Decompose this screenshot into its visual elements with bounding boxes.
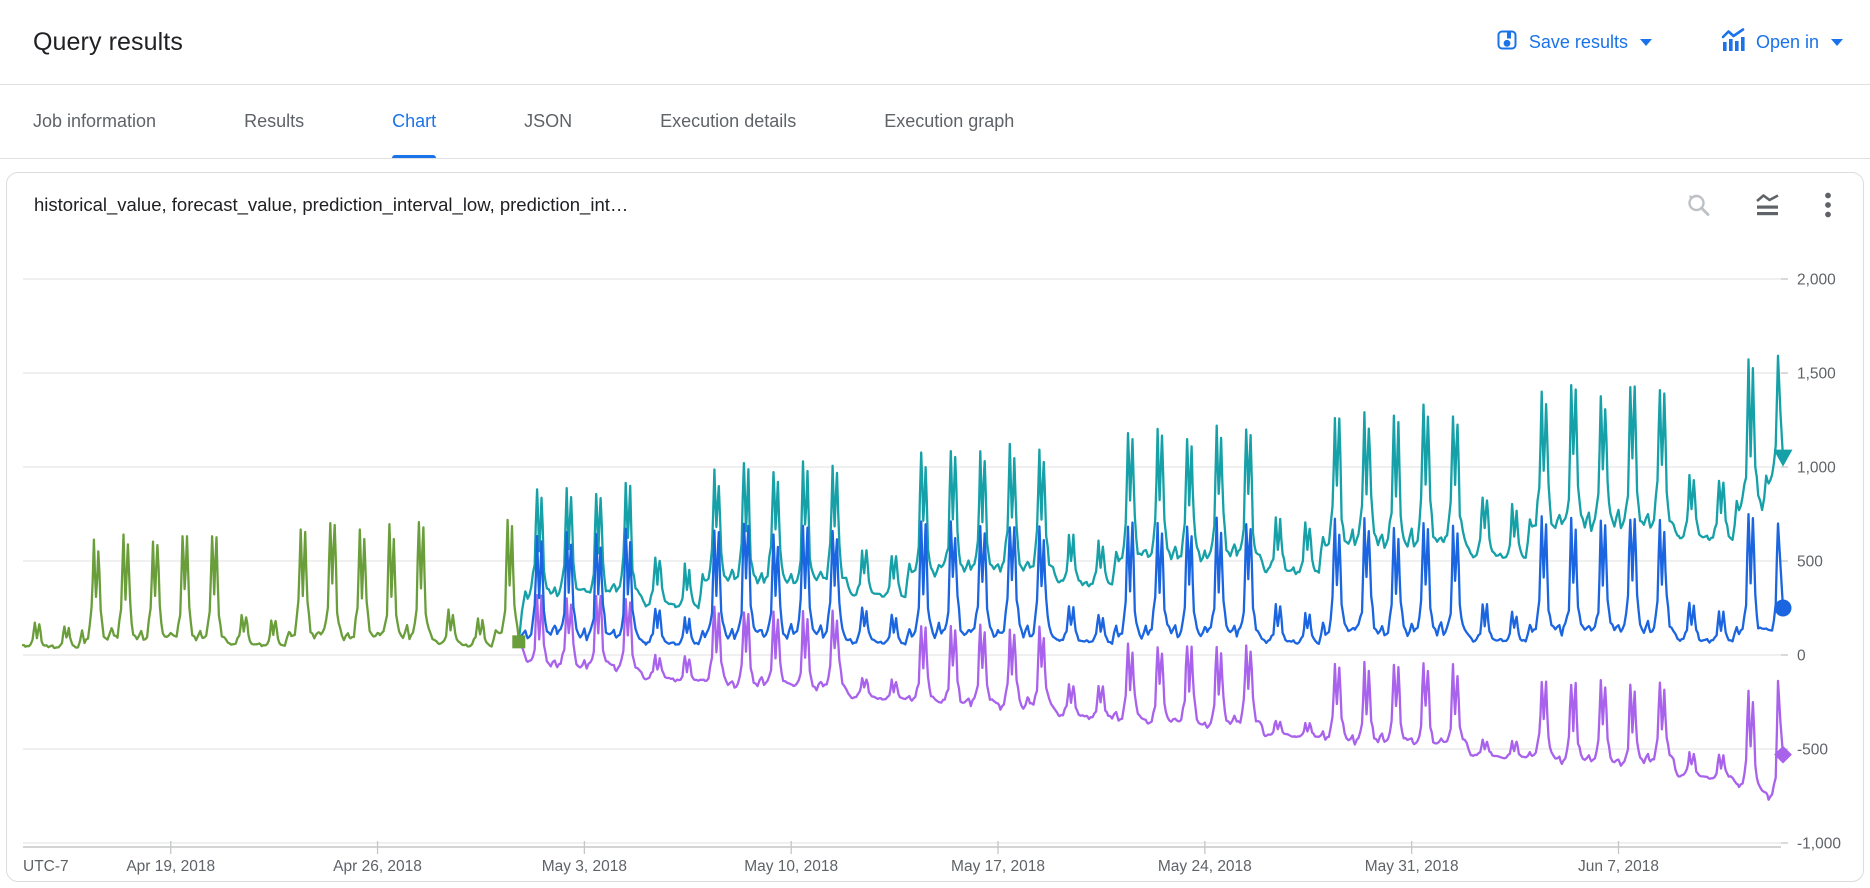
open-in-button[interactable]: Open in [1718, 23, 1845, 62]
reset-zoom-button[interactable] [1685, 192, 1712, 219]
x-axis-label: Jun 7, 2018 [1578, 858, 1659, 875]
query-results-header: Query results Save results [0, 0, 1870, 85]
y-axis-label: 500 [1797, 554, 1823, 571]
x-axis-label: May 3, 2018 [542, 858, 627, 875]
chart-bars-icon [1720, 27, 1746, 58]
tab-execution-graph[interactable]: Execution graph [884, 85, 1014, 158]
chart-card-header: historical_value, forecast_value, predic… [7, 173, 1863, 227]
y-axis-label: 1,000 [1797, 460, 1836, 477]
y-axis-label: 0 [1797, 648, 1806, 665]
x-axis-label: May 24, 2018 [1158, 858, 1252, 875]
chart-toolbar [1685, 191, 1833, 219]
timezone-label: UTC-7 [23, 858, 69, 875]
kebab-menu-icon [1823, 192, 1833, 222]
tab-json[interactable]: JSON [524, 85, 572, 158]
reset-zoom-icon [1685, 194, 1712, 222]
header-actions: Save results Open in [1493, 23, 1845, 62]
x-axis-label: Apr 19, 2018 [126, 858, 215, 875]
series-line-historical_value [21, 518, 520, 650]
save-results-caret-icon [1639, 38, 1652, 46]
open-in-caret-icon [1831, 38, 1843, 46]
marker-circle-forecast_value [1774, 599, 1792, 617]
save-results-button[interactable]: Save results [1493, 24, 1654, 61]
multiline-chart-icon [1754, 193, 1781, 222]
save-icon [1495, 28, 1519, 57]
y-axis-label: 2,000 [1797, 272, 1836, 289]
tab-job-information[interactable]: Job information [33, 85, 156, 158]
y-axis-label: -500 [1797, 742, 1828, 759]
series-line-forecast_value [517, 513, 1785, 646]
chart-more-options-button[interactable] [1823, 191, 1833, 219]
marker-square-historical_value [512, 635, 526, 649]
y-axis-label: 1,500 [1797, 366, 1836, 383]
x-axis-label: May 17, 2018 [951, 858, 1045, 875]
series-line-prediction_interval_high [517, 354, 1785, 643]
chart-svg: 2,000 1,500 1,000 500 0 -500 -1,000 UTC-7 Apr 19… [21, 272, 1841, 875]
series-line-prediction_interval_low [517, 594, 1785, 801]
marker-triangle-down-prediction_interval_high [1773, 449, 1793, 467]
x-axis-label: May 31, 2018 [1365, 858, 1459, 875]
x-axis-label: May 10, 2018 [744, 858, 838, 875]
save-results-label: Save results [1528, 31, 1628, 52]
tab-results[interactable]: Results [244, 85, 304, 158]
y-axis-label: -1,000 [1797, 836, 1841, 853]
open-in-label: Open in [1755, 31, 1819, 52]
chart-card: historical_value, forecast_value, predic… [6, 172, 1864, 882]
x-axis-label: Apr 26, 2018 [333, 858, 422, 875]
forecast-chart-plot[interactable]: 2,000 1,500 1,000 500 0 -500 -1,000 UTC-7 Apr 19… [7, 227, 1863, 879]
chart-style-button[interactable] [1754, 192, 1781, 219]
tab-execution-details[interactable]: Execution details [660, 85, 796, 158]
chart-title: historical_value, forecast_value, predic… [34, 194, 629, 215]
results-tabs: Job information Results Chart JSON Execu… [0, 85, 1870, 159]
tab-chart[interactable]: Chart [392, 85, 437, 158]
page-title: Query results [33, 27, 183, 56]
series-lines [21, 354, 1785, 801]
